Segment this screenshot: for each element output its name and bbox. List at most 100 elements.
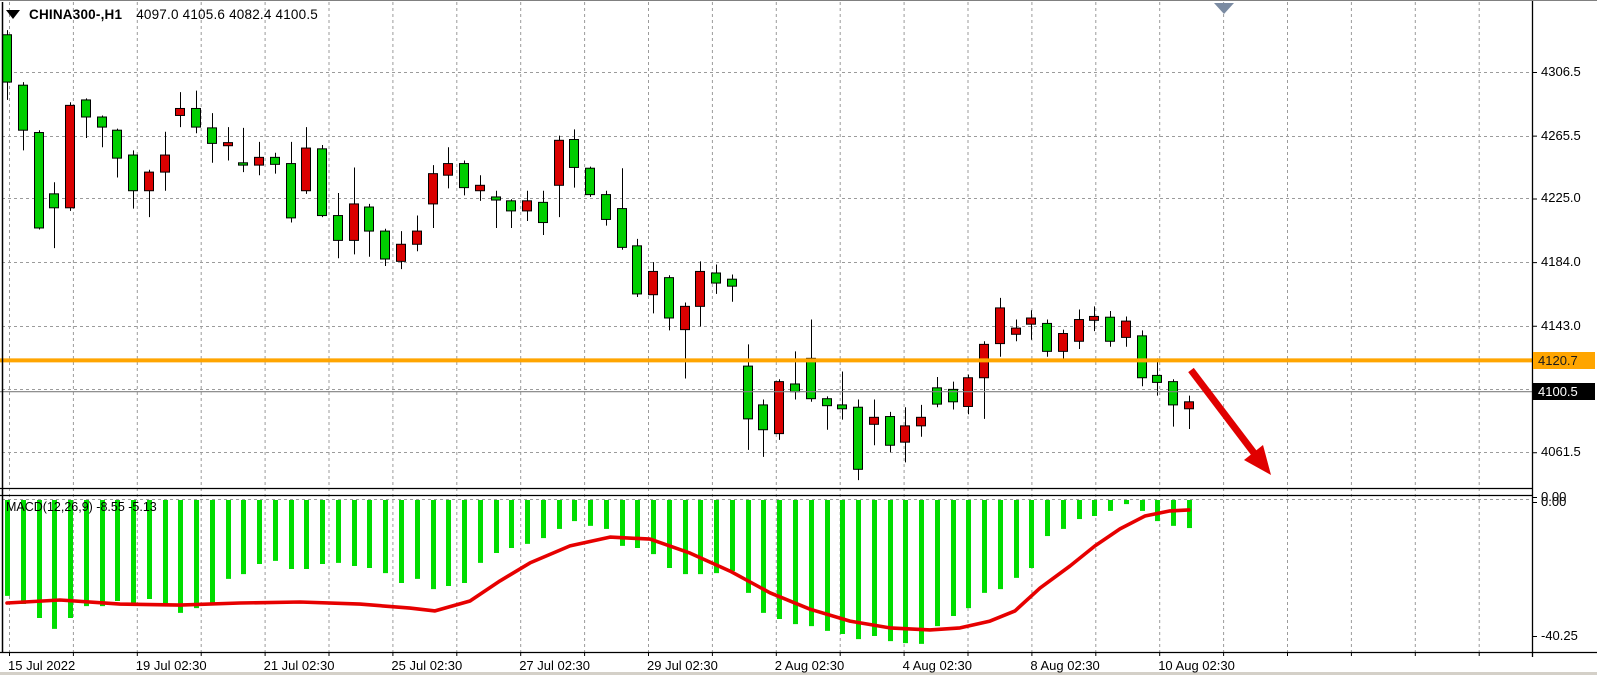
candle-up (317, 148, 327, 217)
candle-down (695, 270, 705, 307)
candle-up (853, 406, 863, 470)
candle-up (617, 208, 627, 248)
bid-price-badge: 4100.5 (1533, 383, 1595, 401)
candle-up (459, 163, 469, 189)
chart-frame (0, 1, 1597, 657)
candle-up (822, 398, 832, 407)
time-tick-label: 27 Jul 02:30 (519, 658, 591, 673)
macd-scale-label: -40.25 (1541, 628, 1578, 643)
time-tick-label: 29 Jul 02:30 (647, 658, 718, 673)
symbol-dropdown-icon[interactable] (6, 9, 20, 19)
macd-indicator-label: MACD(12,26,9) -8.55 -5.13 (6, 500, 157, 514)
candle-up (885, 416, 895, 446)
time-tick-label: 2 Aug 02:30 (774, 658, 845, 673)
candle-down (869, 416, 879, 425)
candle-down (680, 305, 690, 331)
candle-up (538, 201, 548, 224)
price-tick-label: 4143.0 (1541, 317, 1581, 333)
candle-up (238, 162, 248, 166)
candle-up (49, 193, 59, 209)
macd-scale-label: 0.00 (1541, 489, 1567, 504)
candle-up (97, 116, 107, 128)
candle-down (65, 104, 75, 209)
candle-up (601, 194, 611, 220)
macd-scale-label: 0.00 (1541, 494, 1567, 509)
candle-up (837, 404, 847, 410)
candle-down (412, 230, 422, 245)
time-tick-label: 21 Jul 02:30 (263, 658, 335, 673)
candle-down (916, 416, 926, 427)
price-tick-label: 4184.0 (1541, 254, 1581, 270)
candle-down (1011, 327, 1021, 335)
candle-up (664, 277, 674, 319)
price-tick-label: 4265.5 (1541, 127, 1581, 143)
candle-down (554, 139, 564, 186)
candle-down (1074, 319, 1084, 342)
candle-down (648, 270, 658, 296)
trend-arrow-shaft (1188, 367, 1257, 456)
candle-down (144, 171, 154, 192)
candle-up (18, 84, 28, 131)
trend-arrow[interactable] (1188, 367, 1271, 475)
candle-down (1089, 315, 1099, 321)
candle-up (948, 388, 958, 403)
candle-down (428, 173, 438, 205)
candle-down (995, 307, 1005, 345)
candle-down (223, 142, 233, 147)
candles-layer (2, 30, 1194, 481)
candle-up (632, 245, 642, 295)
candle-up (806, 357, 816, 400)
price-tick-label: 4306.5 (1541, 64, 1581, 79)
price-tick-label: 4225.0 (1541, 190, 1581, 206)
price-tick-label: 4061.5 (1541, 444, 1581, 460)
candle-down (301, 147, 311, 192)
macd-histogram (5, 500, 1192, 644)
candle-up (270, 156, 280, 165)
chart-title: CHINA300-,H1 4097.0 4105.6 4082.4 4100.5 (6, 5, 318, 23)
time-tick-label: 19 Jul 02:30 (135, 658, 207, 673)
trend-arrow-head (1244, 445, 1271, 475)
candle-up (506, 200, 516, 212)
candle-down (475, 184, 485, 192)
candle-down (254, 156, 264, 166)
candle-down (1121, 320, 1131, 338)
candle-down (160, 154, 170, 173)
window-edge (0, 672, 1597, 675)
candle-up (207, 127, 217, 144)
candle-up (2, 34, 12, 83)
candle-up (585, 167, 595, 196)
candle-down (175, 107, 185, 116)
candle-up (128, 154, 138, 192)
hline-price-badge: 4120.7 (1533, 351, 1595, 369)
candle-up (380, 230, 390, 260)
time-tick-label: 15 Jul 2022 (8, 658, 76, 673)
candle-up (286, 163, 296, 219)
candle-up (364, 206, 374, 232)
candle-up (1042, 322, 1052, 352)
symbol-label: CHINA300-,H1 (29, 6, 123, 22)
candle-up (81, 99, 91, 118)
candle-up (112, 129, 122, 159)
candle-up (727, 278, 737, 287)
macd-signal-line (5, 508, 1191, 632)
candle-up (1137, 335, 1147, 379)
candle-up (333, 215, 343, 241)
candle-up (191, 107, 201, 128)
time-tick-label: 4 Aug 02:30 (902, 658, 972, 673)
chart-shift-icon[interactable] (1214, 3, 1234, 14)
ohlc-values-label: 4097.0 4105.6 4082.4 4100.5 (136, 6, 319, 22)
candle-down (1058, 333, 1068, 352)
candle-down (349, 203, 359, 241)
candle-up (569, 139, 579, 168)
candle-up (1152, 374, 1162, 383)
candle-down (900, 425, 910, 443)
candle-up (711, 272, 721, 284)
candle-up (790, 383, 800, 393)
candle-down (1026, 317, 1036, 325)
candle-up (1105, 316, 1115, 342)
time-tick-label: 25 Jul 02:30 (391, 658, 463, 673)
time-tick-label: 8 Aug 02:30 (1030, 658, 1100, 673)
candle-down (1184, 401, 1194, 410)
